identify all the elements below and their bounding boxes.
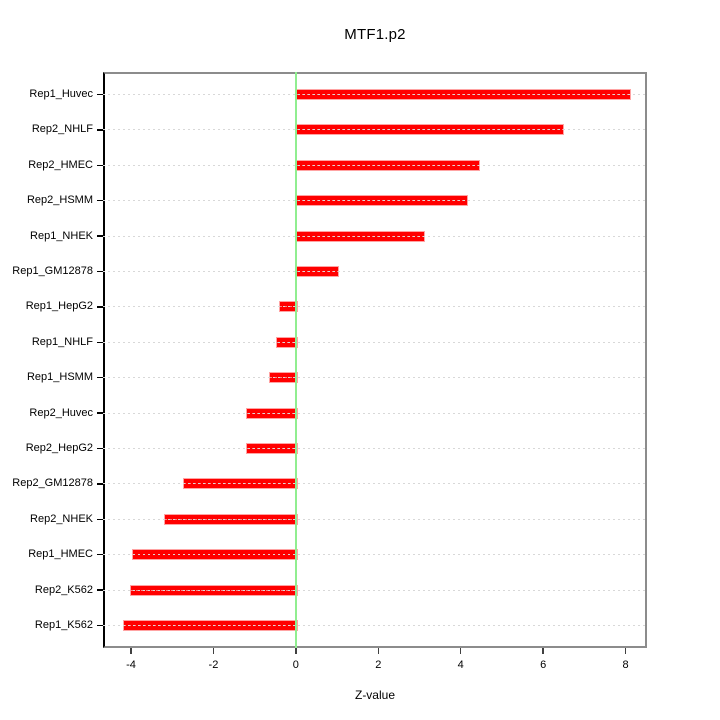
y-axis-label: Rep2_HMEC bbox=[28, 158, 93, 171]
x-tick-label: 2 bbox=[375, 659, 382, 671]
y-axis-label: Rep1_Huvec bbox=[29, 88, 93, 100]
y-tick bbox=[97, 518, 103, 521]
grid-line bbox=[103, 129, 647, 131]
y-tick bbox=[97, 553, 103, 556]
y-axis-label: Rep1_HSMM bbox=[26, 371, 93, 384]
zero-reference-line bbox=[294, 72, 297, 648]
y-tick bbox=[97, 341, 103, 344]
y-tick bbox=[97, 412, 103, 414]
grid-line bbox=[103, 518, 647, 520]
grid-line bbox=[103, 200, 647, 202]
y-tick bbox=[97, 129, 103, 131]
grid-line bbox=[103, 412, 647, 414]
grid-line bbox=[103, 164, 647, 166]
y-tick bbox=[97, 93, 103, 96]
grid-line bbox=[103, 306, 647, 308]
y-axis-label: Rep1_K562 bbox=[34, 619, 93, 631]
y-tick bbox=[97, 235, 103, 237]
y-axis-label: Rep2_K562 bbox=[34, 583, 93, 596]
chart-title: MTF1.p2 bbox=[344, 26, 406, 43]
x-tick bbox=[459, 648, 462, 654]
x-tick-label: 8 bbox=[622, 659, 629, 671]
grid-line bbox=[103, 341, 647, 343]
y-axis-label: Rep1_NHEK bbox=[30, 229, 93, 242]
grid-line bbox=[103, 589, 647, 591]
plot-area bbox=[103, 72, 647, 648]
y-tick bbox=[97, 376, 103, 379]
x-tick bbox=[377, 648, 380, 654]
x-tick bbox=[542, 648, 544, 654]
x-tick-label: -4 bbox=[126, 659, 136, 671]
y-axis-label: Rep2_NHLF bbox=[31, 123, 93, 136]
x-tick-label: 4 bbox=[457, 659, 464, 671]
x-tick bbox=[130, 648, 132, 654]
y-tick bbox=[97, 164, 103, 167]
x-axis-title: Z-value bbox=[354, 688, 395, 702]
y-axis-label: Rep2_HepG2 bbox=[25, 442, 93, 454]
grid-line bbox=[103, 448, 647, 449]
y-tick bbox=[97, 199, 103, 202]
x-tick-label: 0 bbox=[292, 659, 299, 671]
y-axis-label: Rep2_GM12878 bbox=[12, 477, 93, 490]
x-tick-label: 6 bbox=[540, 659, 547, 671]
y-axis-label: Rep2_NHEK bbox=[30, 512, 93, 525]
grid-line bbox=[103, 625, 647, 626]
x-tick bbox=[295, 648, 297, 654]
y-tick bbox=[97, 483, 103, 485]
y-axis-label: Rep2_HSMM bbox=[26, 194, 93, 207]
grid-line bbox=[103, 94, 647, 95]
y-axis-label: Rep1_GM12878 bbox=[12, 265, 93, 277]
y-axis-label: Rep2_Huvec bbox=[29, 406, 93, 419]
x-tick bbox=[624, 648, 627, 654]
grid-line bbox=[103, 483, 647, 485]
x-tick-label: -2 bbox=[208, 659, 219, 671]
y-axis-label: Rep1_NHLF bbox=[31, 335, 93, 348]
grid-line bbox=[103, 377, 647, 379]
grid-line bbox=[103, 235, 647, 237]
x-tick bbox=[212, 648, 215, 654]
grid-line bbox=[103, 271, 647, 272]
y-tick bbox=[97, 447, 103, 450]
y-axis-label: Rep1_HepG2 bbox=[25, 300, 93, 313]
y-tick bbox=[97, 589, 103, 591]
y-tick bbox=[97, 270, 103, 273]
y-tick bbox=[97, 306, 103, 308]
y-tick bbox=[97, 624, 103, 627]
y-axis-label: Rep1_HMEC bbox=[28, 548, 93, 561]
grid-line bbox=[103, 554, 647, 556]
